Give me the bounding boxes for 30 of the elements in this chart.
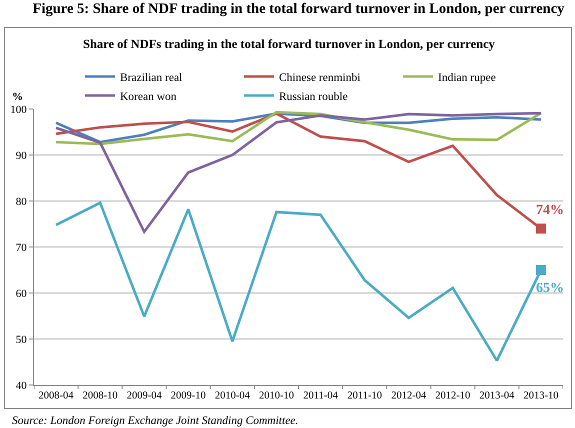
y-tick-label: 40 — [16, 380, 28, 392]
y-tick-label: 80 — [16, 196, 28, 208]
chart-title: Figure 5: Share of NDF trading in the total forward turnover in London, per currency — [32, 1, 566, 18]
legend-label: Russian rouble — [279, 90, 348, 103]
x-tick-label: 2012-10 — [435, 390, 470, 402]
x-tick-label: 2013-10 — [523, 390, 558, 402]
legend-label: Indian rupee — [438, 72, 496, 84]
legend-label: Chinese renminbi — [279, 72, 360, 84]
x-tick-label: 2013-04 — [479, 390, 516, 402]
data-label: 74% — [536, 203, 564, 218]
y-tick-label: 50 — [16, 334, 28, 346]
legend-label: Korean won — [120, 90, 177, 103]
data-label: 65% — [536, 281, 564, 296]
x-tick-label: 2012-04 — [391, 390, 427, 402]
x-tick-label: 2008-04 — [38, 390, 74, 402]
y-tick-label: 60 — [16, 288, 28, 300]
y-tick-label: 90 — [16, 150, 28, 162]
x-tick-label: 2011-10 — [347, 390, 382, 402]
y-tick-label: 100 — [10, 104, 28, 116]
legend-label: Brazilian real — [120, 72, 182, 84]
x-tick-label: 2009-10 — [170, 390, 206, 402]
y-tick-label: 70 — [16, 242, 28, 254]
source-note: Source: London Foreign Exchange Joint Standing Committee. — [12, 415, 298, 427]
x-tick-label: 2011-04 — [303, 390, 339, 402]
x-tick-label: 2010-10 — [258, 390, 294, 402]
x-tick-label: 2009-04 — [126, 390, 162, 402]
x-tick-label: 2010-04 — [214, 390, 251, 402]
chart-subtitle: Share of NDFs trading in the total forward turnover in London, per currency — [83, 37, 496, 51]
x-tick-label: 2008-10 — [82, 390, 118, 402]
y-axis-title: % — [12, 91, 23, 103]
